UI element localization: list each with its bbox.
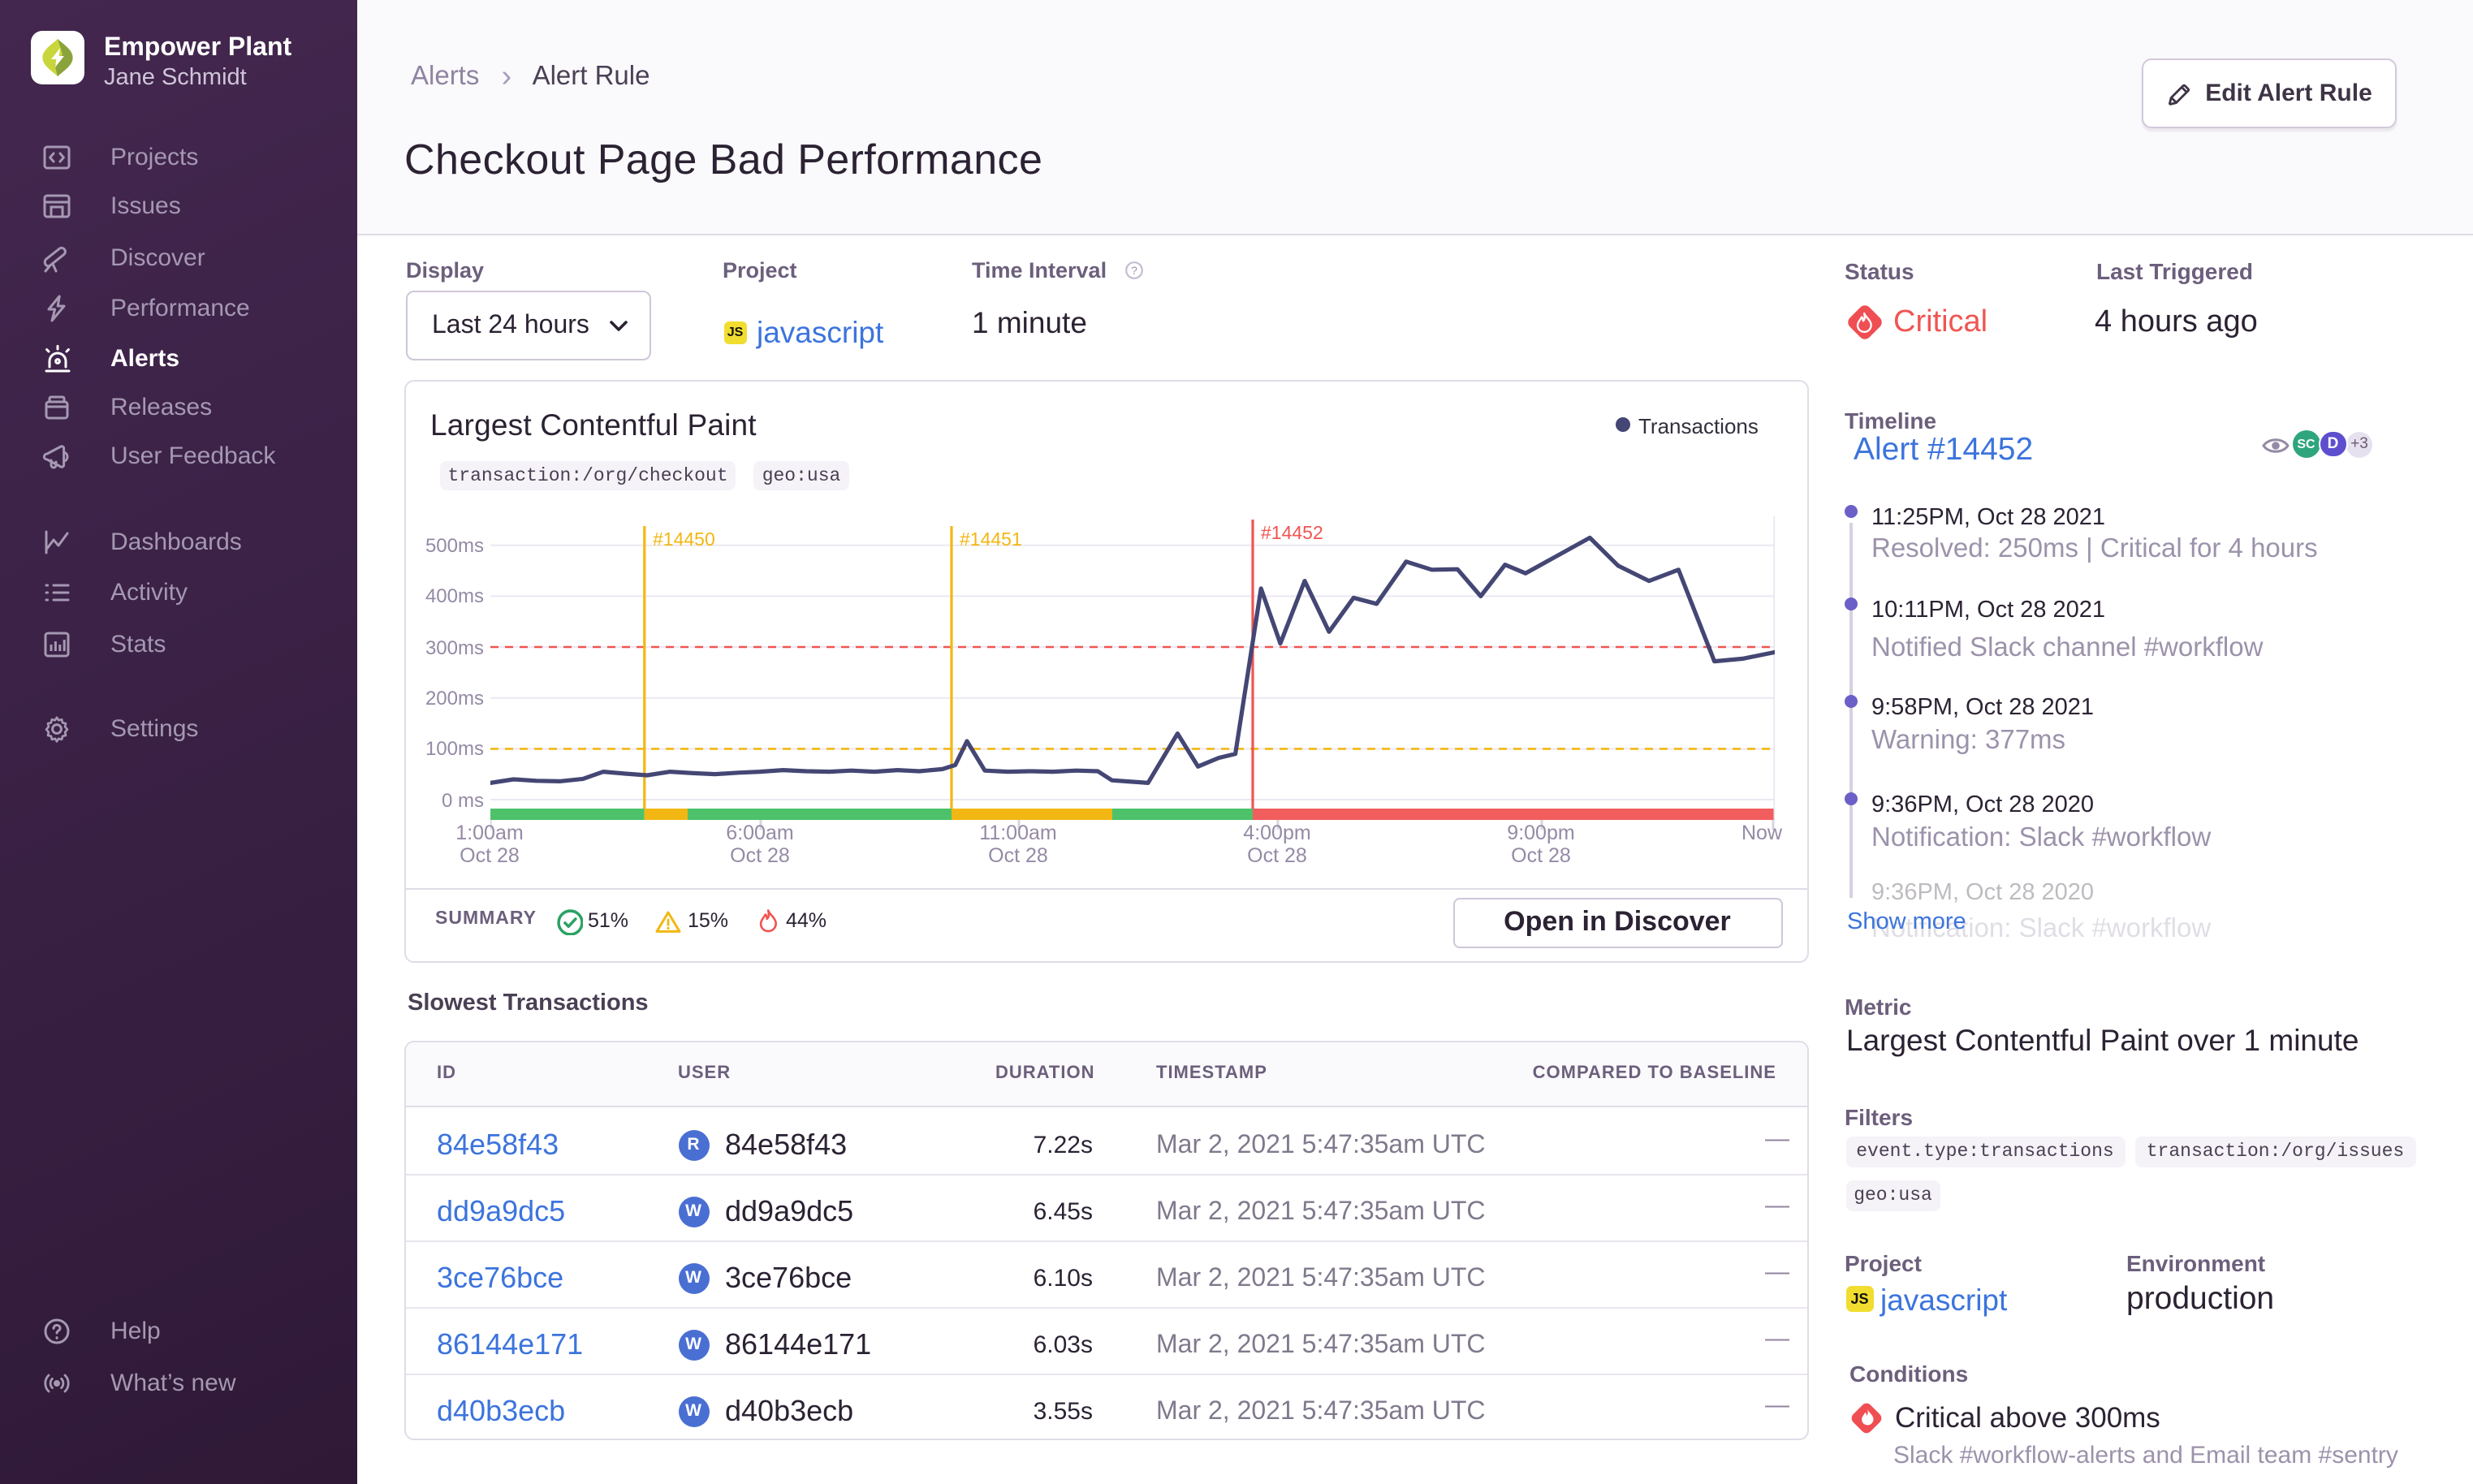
svg-text:?: ? bbox=[1131, 263, 1137, 276]
